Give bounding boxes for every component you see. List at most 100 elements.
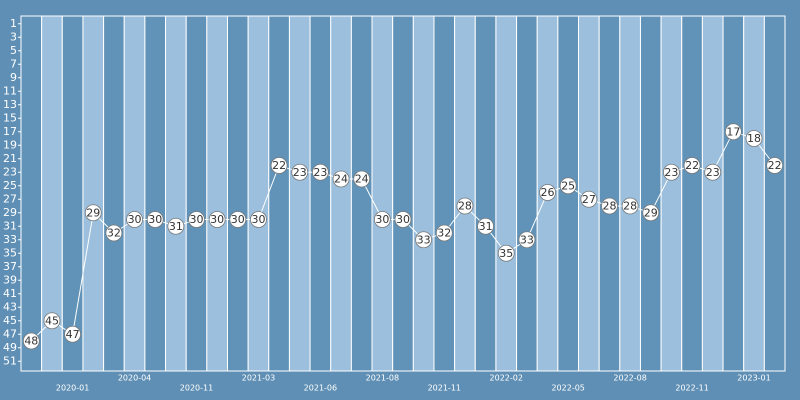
column-stripe [412, 15, 435, 372]
y-tick-label: 43 [3, 300, 17, 313]
point [64, 325, 82, 343]
data-label: 29 [644, 206, 658, 219]
column-stripe [226, 15, 249, 372]
point [270, 157, 288, 174]
y-tick-label: 23 [3, 165, 17, 178]
x-tick-label: 2020-04 [118, 374, 151, 383]
point [621, 197, 639, 215]
data-label: 33 [417, 233, 431, 246]
column-stripe [330, 15, 352, 372]
column-stripe [701, 15, 724, 372]
point [456, 197, 474, 215]
data-label: 28 [458, 200, 472, 213]
column-stripe [165, 15, 187, 372]
point [435, 224, 453, 242]
column-stripe [743, 15, 765, 372]
y-tick-label: 17 [3, 125, 17, 138]
column-stripe [660, 15, 683, 372]
y-tick-label: 11 [3, 84, 17, 97]
y-tick-label: 19 [3, 138, 17, 151]
point [663, 163, 680, 181]
point [704, 163, 722, 181]
column-stripe [474, 15, 497, 372]
y-tick-label: 49 [3, 341, 17, 354]
data-label: 30 [210, 213, 224, 226]
point [291, 163, 309, 181]
x-tick-label: 2022-05 [551, 384, 584, 393]
x-tick-label: 2022-02 [490, 374, 523, 383]
column-stripe [206, 15, 228, 372]
data-label: 30 [231, 213, 245, 226]
point [250, 211, 267, 228]
data-label: 25 [561, 179, 575, 192]
point [559, 177, 577, 195]
column-stripe [681, 15, 703, 372]
point [683, 157, 701, 174]
y-tick-label: 3 [10, 30, 17, 43]
point [539, 184, 556, 201]
y-tick-label: 1 [10, 17, 17, 30]
data-label: 26 [541, 186, 555, 199]
data-label: 23 [706, 166, 720, 179]
data-label: 18 [747, 132, 761, 145]
data-label: 23 [313, 166, 327, 179]
column-stripe [309, 15, 332, 372]
point [601, 197, 618, 215]
y-tick-label: 33 [3, 233, 17, 246]
data-label: 32 [107, 227, 121, 240]
column-stripe [392, 15, 414, 372]
column-stripe [639, 15, 662, 372]
x-tick-label: 2022-08 [613, 374, 646, 383]
point [415, 231, 433, 249]
data-label: 30 [148, 213, 162, 226]
data-label: 23 [664, 166, 678, 179]
data-label: 30 [190, 213, 204, 226]
x-tick-label: 2021-03 [242, 374, 275, 383]
data-label: 30 [396, 213, 410, 226]
data-label: 33 [520, 233, 534, 246]
point [105, 224, 123, 242]
y-tick-label: 41 [3, 287, 17, 300]
data-label: 17 [726, 125, 740, 138]
y-tick-label: 27 [3, 192, 17, 205]
data-label: 31 [169, 220, 183, 233]
y-tick-label: 45 [3, 314, 17, 327]
column-stripe [763, 15, 786, 372]
y-tick-label: 5 [10, 44, 17, 57]
data-label: 23 [293, 166, 307, 179]
data-label: 31 [479, 220, 493, 233]
column-stripe [82, 15, 105, 372]
data-label: 22 [768, 159, 782, 172]
data-label: 30 [251, 213, 265, 226]
data-label: 22 [272, 159, 286, 172]
point [518, 231, 536, 249]
column-stripe [144, 15, 167, 372]
point [394, 211, 412, 228]
y-tick-label: 13 [3, 98, 17, 111]
y-tick-label: 29 [3, 206, 17, 219]
y-tick-label: 37 [3, 260, 17, 273]
point [229, 211, 247, 228]
point [188, 211, 205, 228]
point [373, 211, 391, 228]
y-tick-label: 25 [3, 179, 17, 192]
y-tick-label: 39 [3, 273, 17, 286]
point [332, 170, 350, 188]
column-stripe [185, 15, 208, 372]
x-tick-label: 2021-11 [428, 384, 461, 393]
y-tick-label: 21 [3, 152, 17, 165]
x-tick-label: 2023-01 [737, 374, 770, 383]
column-stripe [268, 15, 290, 372]
point [353, 170, 371, 188]
x-tick-label: 2020-11 [180, 384, 213, 393]
data-label: 47 [66, 328, 80, 341]
y-tick-label: 47 [3, 327, 17, 340]
x-tick-label: 2022-11 [675, 384, 708, 393]
point [766, 157, 784, 174]
data-label: 45 [45, 314, 59, 327]
point [126, 211, 143, 228]
data-label: 24 [334, 173, 348, 186]
data-label: 29 [86, 206, 100, 219]
